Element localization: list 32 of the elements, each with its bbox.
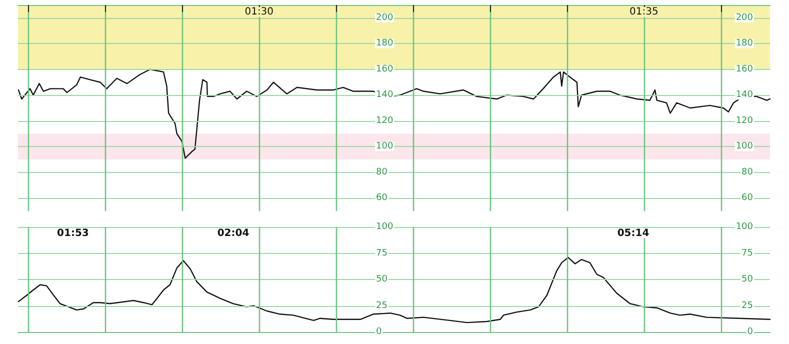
line-series <box>18 256 771 324</box>
y2-tick-label: 180 <box>736 38 754 49</box>
y-tick-label: 100 <box>376 142 394 152</box>
y-tick-label: 75 <box>376 248 388 258</box>
y2-tick-label: 160 <box>736 64 754 74</box>
y2-tick-label: 60 <box>742 193 754 204</box>
y2-tick-label: 140 <box>736 90 754 100</box>
y-tick-label: 50 <box>376 274 388 284</box>
annotation: 02:04 <box>217 228 250 239</box>
y2-tick-label: 50 <box>742 274 754 284</box>
y-tick-label: 25 <box>376 300 388 311</box>
y2-tick-label: 80 <box>742 167 754 178</box>
x-tick-label: 01:30 <box>244 6 274 18</box>
y2-tick-label: 25 <box>742 300 753 311</box>
y-tick-label: 100 <box>376 222 394 232</box>
annotation: 05:14 <box>617 228 650 239</box>
y-tick-label: 80 <box>376 167 388 178</box>
y-tick-label: 160 <box>376 64 394 74</box>
y2-tick-label: 0 <box>747 327 754 337</box>
x-tick-label: 01:35 <box>629 6 658 18</box>
y2-tick-label: 100 <box>736 142 754 152</box>
y-tick-label: 180 <box>376 38 394 49</box>
y2-tick-label: 120 <box>736 116 754 126</box>
y-tick-label: 60 <box>376 193 388 204</box>
y2-tick-label: 200 <box>736 12 754 23</box>
y-tick-label: 0 <box>376 327 382 337</box>
y-tick-label: 200 <box>376 12 394 23</box>
y2-tick-label: 75 <box>742 248 753 258</box>
y-tick-label: 140 <box>376 90 394 100</box>
annotation: 01:53 <box>57 228 89 239</box>
y-tick-label: 120 <box>376 116 394 126</box>
y2-tick-label: 100 <box>736 222 754 232</box>
